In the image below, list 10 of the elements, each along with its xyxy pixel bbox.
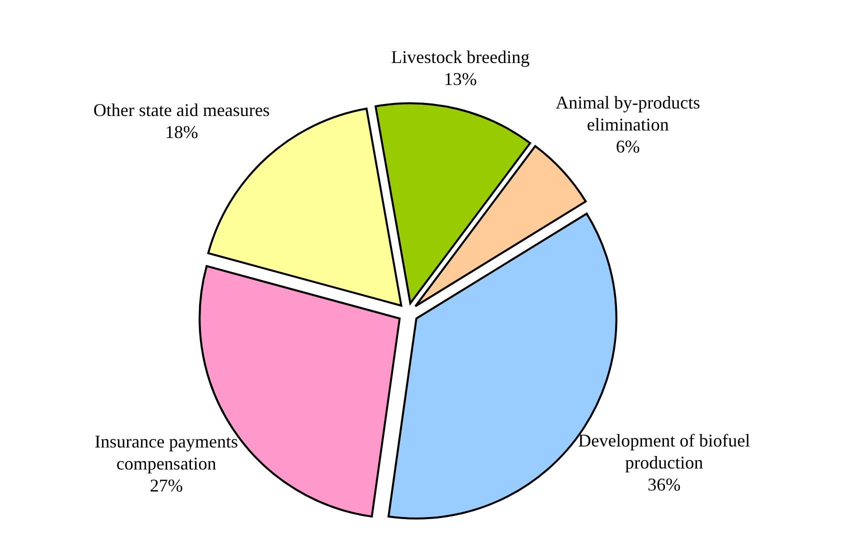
data-label: 18% — [165, 122, 198, 142]
slice-label: Development of biofuel production — [578, 430, 750, 473]
data-label: 36% — [648, 474, 681, 495]
data-label: 27% — [150, 475, 183, 496]
slice-label: Animal by-products elimination — [556, 92, 700, 135]
slice-label: Livestock breeding — [391, 47, 530, 68]
slice-label: Insurance payments compensation — [94, 431, 238, 474]
data-label: 6% — [616, 136, 640, 157]
slice-label: Other state aid measures — [93, 100, 270, 120]
data-label: 13% — [444, 69, 477, 90]
